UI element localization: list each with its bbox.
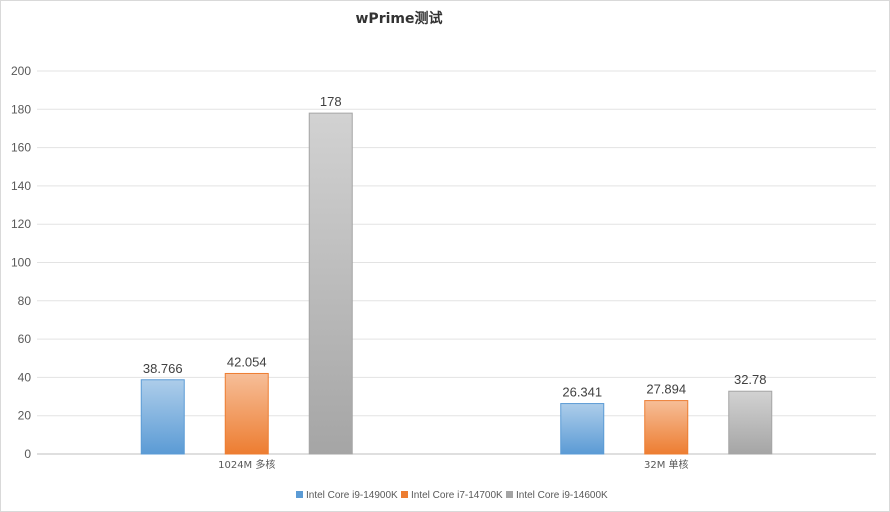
data-label: 27.894 (646, 382, 686, 397)
chart-title: wPrime测试 (356, 10, 443, 27)
y-tick-label: 180 (11, 102, 31, 116)
y-axis-ticks: 0 20 40 60 80 100 120 140 160 180 200 (11, 64, 31, 461)
legend: Intel Core i9-14900K Intel Core i7-14700K… (296, 490, 608, 501)
y-tick-label: 160 (11, 141, 31, 155)
x-category-label: 32M 单核 (644, 458, 689, 471)
data-label: 38.766 (143, 361, 183, 376)
legend-label: Intel Core i7-14700K (411, 490, 503, 501)
bar (224, 372, 269, 455)
y-tick-label: 20 (18, 409, 32, 423)
bar (140, 379, 185, 455)
x-axis-categories: 1024M 多核 32M 单核 (218, 458, 688, 471)
data-label: 32.78 (734, 372, 767, 387)
y-tick-label: 120 (11, 217, 31, 231)
bars (140, 112, 773, 455)
legend-swatch (401, 491, 408, 498)
legend-label: Intel Core i9-14900K (306, 490, 398, 501)
y-tick-label: 80 (18, 294, 32, 308)
data-label: 178 (320, 94, 342, 109)
y-tick-label: 60 (18, 332, 32, 346)
data-labels: 38.766 42.054 178 26.341 27.894 32.78 (143, 94, 767, 399)
y-tick-label: 40 (18, 370, 32, 384)
legend-swatch (506, 491, 513, 498)
x-category-label: 1024M 多核 (218, 458, 275, 471)
y-tick-label: 0 (24, 447, 31, 461)
legend-label: Intel Core i9-14600K (516, 490, 608, 501)
data-label: 26.341 (562, 385, 602, 400)
y-tick-label: 140 (11, 179, 31, 193)
data-label: 42.054 (227, 354, 267, 369)
legend-swatch (296, 491, 303, 498)
bar (644, 400, 689, 455)
bar (728, 390, 773, 455)
bar (308, 112, 353, 455)
y-tick-label: 200 (11, 64, 31, 78)
bar (560, 403, 605, 455)
y-tick-label: 100 (11, 256, 31, 270)
